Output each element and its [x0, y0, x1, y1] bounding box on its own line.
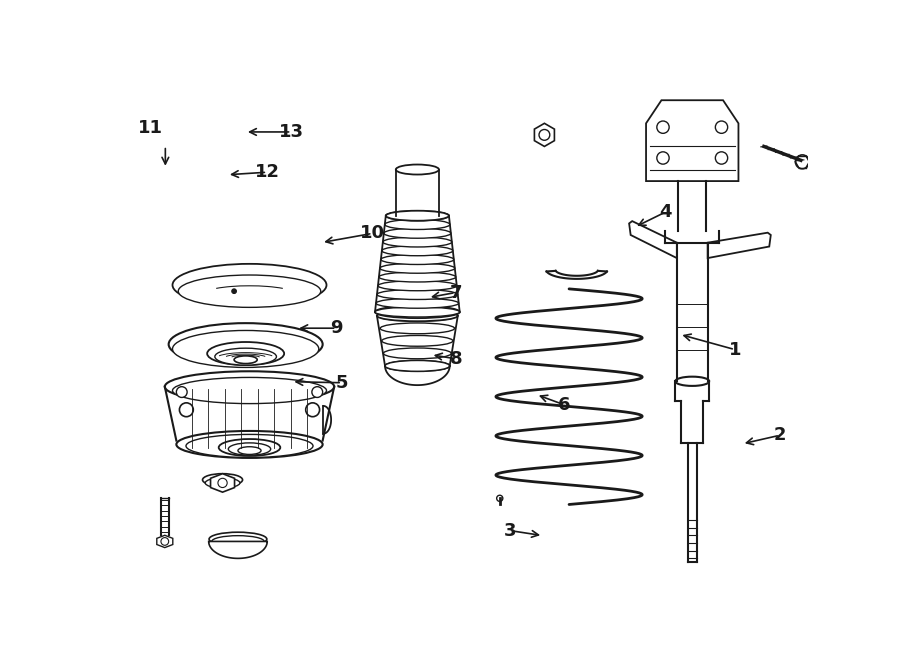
Text: 3: 3 — [503, 522, 516, 540]
Ellipse shape — [382, 336, 453, 346]
Ellipse shape — [376, 298, 459, 308]
Circle shape — [176, 387, 187, 397]
Text: 8: 8 — [449, 350, 462, 368]
Ellipse shape — [234, 356, 257, 363]
Ellipse shape — [396, 165, 439, 175]
Circle shape — [796, 155, 809, 169]
Ellipse shape — [377, 310, 458, 321]
Ellipse shape — [386, 211, 449, 220]
Circle shape — [539, 130, 550, 140]
Ellipse shape — [219, 439, 280, 456]
Ellipse shape — [385, 220, 450, 230]
Text: 2: 2 — [774, 426, 787, 444]
Text: 5: 5 — [336, 374, 348, 392]
Text: 10: 10 — [360, 224, 385, 242]
Ellipse shape — [173, 330, 319, 367]
Ellipse shape — [173, 264, 327, 307]
Ellipse shape — [379, 272, 455, 282]
Ellipse shape — [173, 377, 327, 404]
Circle shape — [716, 152, 728, 164]
Circle shape — [312, 387, 322, 397]
Ellipse shape — [207, 342, 284, 365]
Ellipse shape — [375, 307, 460, 317]
Circle shape — [161, 538, 168, 545]
Text: 9: 9 — [330, 319, 343, 337]
Circle shape — [232, 289, 237, 293]
Ellipse shape — [377, 289, 458, 299]
Ellipse shape — [168, 323, 322, 365]
Text: 4: 4 — [660, 203, 672, 221]
Circle shape — [179, 403, 194, 416]
Ellipse shape — [383, 348, 451, 359]
Text: 12: 12 — [255, 164, 280, 181]
Ellipse shape — [165, 371, 334, 402]
Polygon shape — [535, 123, 554, 146]
Ellipse shape — [205, 478, 240, 488]
Ellipse shape — [209, 532, 266, 546]
Text: 13: 13 — [279, 123, 304, 141]
Polygon shape — [157, 536, 173, 547]
Circle shape — [218, 479, 227, 487]
Ellipse shape — [178, 275, 320, 307]
Ellipse shape — [375, 306, 460, 318]
Ellipse shape — [382, 246, 453, 256]
Polygon shape — [629, 221, 677, 258]
Ellipse shape — [212, 536, 264, 547]
Text: 11: 11 — [139, 119, 163, 137]
Circle shape — [657, 152, 669, 164]
Circle shape — [497, 495, 503, 501]
Text: 6: 6 — [558, 396, 570, 414]
Ellipse shape — [385, 361, 450, 371]
Text: 7: 7 — [449, 283, 462, 301]
Ellipse shape — [383, 228, 451, 238]
Ellipse shape — [215, 348, 276, 365]
Circle shape — [716, 121, 728, 133]
Polygon shape — [646, 100, 738, 181]
Ellipse shape — [385, 361, 450, 371]
Ellipse shape — [176, 431, 322, 458]
Ellipse shape — [202, 474, 243, 486]
Ellipse shape — [229, 443, 271, 455]
Ellipse shape — [378, 281, 457, 291]
Polygon shape — [211, 474, 235, 492]
Ellipse shape — [238, 447, 261, 454]
Ellipse shape — [380, 263, 454, 273]
Ellipse shape — [380, 323, 454, 334]
Ellipse shape — [381, 254, 454, 265]
Circle shape — [657, 121, 669, 133]
Polygon shape — [209, 542, 267, 558]
Text: 1: 1 — [729, 341, 742, 359]
Ellipse shape — [386, 211, 449, 220]
Circle shape — [306, 403, 319, 416]
Ellipse shape — [382, 237, 452, 247]
Polygon shape — [707, 232, 770, 258]
Ellipse shape — [379, 310, 456, 321]
Ellipse shape — [186, 434, 313, 457]
